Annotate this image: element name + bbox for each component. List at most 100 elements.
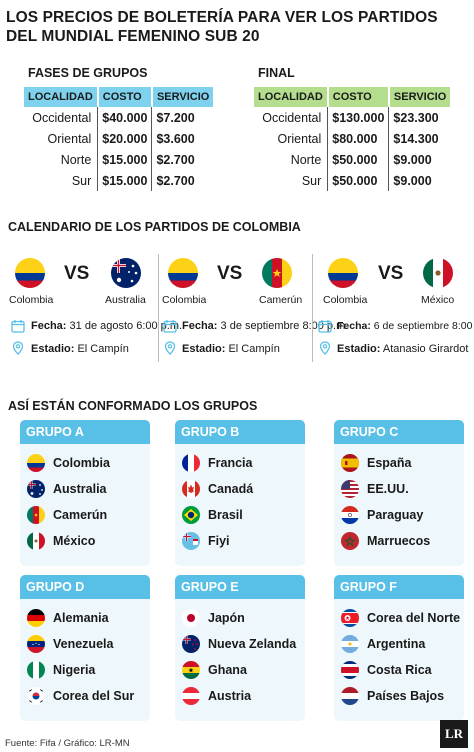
fecha-value: 6 de septiembre 8:00 p.m. [373,320,474,332]
vs-label: VS [378,263,404,284]
mexico-flag-icon [423,258,453,288]
team-name: Canadá [208,482,254,496]
nigeria-flag-icon [27,661,45,679]
home-team-name: Colombia [162,294,207,306]
estadio-label: Estadio: [31,343,75,355]
servicio-cell: $14.300 [388,128,451,149]
table-row: Oriental $20.000 $3.600 [24,128,214,149]
table-row: Sur $15.000 $2.700 [24,170,214,191]
list-item: Colombia [27,452,110,474]
header-costo: COSTO [327,87,390,107]
group-card-e: GRUPO E Japón Nueva Zelanda Ghana Austri… [175,575,305,721]
team-name: México [53,534,96,548]
match-date: Fecha: 3 de septiembre 8:00 p.m. [182,320,348,332]
location-pin-icon [164,341,176,355]
servicio-cell: $2.700 [151,170,214,191]
servicio-cell: $9.000 [388,170,451,191]
groups-stage-label: FASES DE GRUPOS [28,66,148,80]
away-team-name: Australia [105,294,146,306]
netherlands-flag-icon [341,687,359,705]
fecha-label: Fecha: [31,320,67,332]
team-name: Alemania [53,611,109,625]
match-stadium: Estadio: El Campín [182,343,280,355]
servicio-cell: $2.700 [151,149,214,170]
list-item: Ghana [182,659,247,681]
spain-flag-icon [341,454,359,472]
vs-label: VS [217,263,243,284]
table-header-row: LOCALIDAD COSTO SERVICIO [254,87,451,107]
team-name: Países Bajos [367,689,445,703]
team-name: Corea del Norte [367,611,461,625]
australia-flag-icon [111,258,141,288]
vs-label: VS [64,263,90,284]
fecha-value: 31 de agosto 6:00 p.m. [69,320,183,332]
group-header: GRUPO A [20,420,150,444]
location-pin-icon [319,341,331,355]
away-team-name: México [421,294,455,306]
table-header-row: LOCALIDAD COSTO SERVICIO [24,87,214,107]
list-item: Fiyi [182,530,230,552]
group-header: GRUPO F [334,575,464,599]
list-item: Canadá [182,478,253,500]
final-price-table: LOCALIDAD COSTO SERVICIO Occidental $130… [254,87,451,191]
morocco-flag-icon [341,532,359,550]
list-item: Australia [27,478,107,500]
source-credit: Fuente: Fifa / Gráfico: LR-MN [5,738,130,749]
calendar-icon [163,320,177,333]
fecha-value: 3 de septiembre 8:00 p.m. [220,320,349,332]
header-localidad: LOCALIDAD [254,87,329,107]
team-name: Marruecos [367,534,431,548]
costo-cell: $15.000 [97,170,152,191]
team-name: Camerún [53,508,108,522]
list-item: México [27,530,95,552]
list-item: Brasil [182,504,243,526]
group-body: Corea del Norte Argentina Costa Rica Paí… [334,599,464,721]
mexico-flag-icon [27,532,45,550]
team-name: Costa Rica [367,663,432,677]
team-name: Colombia [53,456,110,470]
estadio-label: Estadio: [337,343,381,355]
germany-flag-icon [27,609,45,627]
list-item: Austria [182,685,251,707]
group-body: Alemania Venezuela Nigeria Corea del Sur [20,599,150,721]
groups-stage-price-table: LOCALIDAD COSTO SERVICIO Occidental $40.… [24,87,214,191]
servicio-cell: $7.200 [151,107,214,128]
servicio-cell: $9.000 [388,149,451,170]
fiji-flag-icon [182,532,200,550]
list-item: España [341,452,411,474]
header-servicio: SERVICIO [151,87,214,107]
home-team-name: Colombia [9,294,54,306]
match-stadium: Estadio: Atanasio Girardot [337,343,468,355]
new-zealand-flag-icon [182,635,200,653]
list-item: Alemania [27,607,109,629]
group-card-d: GRUPO D Alemania Venezuela Nigeria Corea… [20,575,150,721]
localidad-cell: Norte [290,152,322,167]
list-item: Paraguay [341,504,423,526]
austria-flag-icon [182,687,200,705]
team-name: Paraguay [367,508,424,522]
list-item: Japón [182,607,245,629]
list-item: Nueva Zelanda [182,633,296,655]
localidad-cell: Sur [71,173,92,188]
group-card-a: GRUPO A Colombia Australia Camerún Méxic… [20,420,150,566]
japan-flag-icon [182,609,200,627]
costo-cell: $50.000 [327,170,389,191]
australia-flag-icon [27,480,45,498]
list-item: Marruecos [341,530,430,552]
group-body: España EE.UU. Paraguay Marruecos [334,444,464,566]
list-item: Nigeria [27,659,95,681]
fecha-label: Fecha: [337,320,371,332]
group-card-b: GRUPO B Francia Canadá Brasil Fiyi [175,420,305,566]
table-row: Sur $50.000 $9.000 [254,170,451,191]
estadio-value: El Campín [77,343,129,355]
location-pin-icon [12,341,24,355]
list-item: Corea del Sur [27,685,134,707]
group-header: GRUPO C [334,420,464,444]
team-name: Argentina [367,637,426,651]
canada-flag-icon [182,480,200,498]
localidad-cell: Occidental [262,110,322,125]
home-team-name: Colombia [323,294,368,306]
estadio-value: El Campín [228,343,280,355]
list-item: Camerún [27,504,107,526]
north-korea-flag-icon [341,609,359,627]
